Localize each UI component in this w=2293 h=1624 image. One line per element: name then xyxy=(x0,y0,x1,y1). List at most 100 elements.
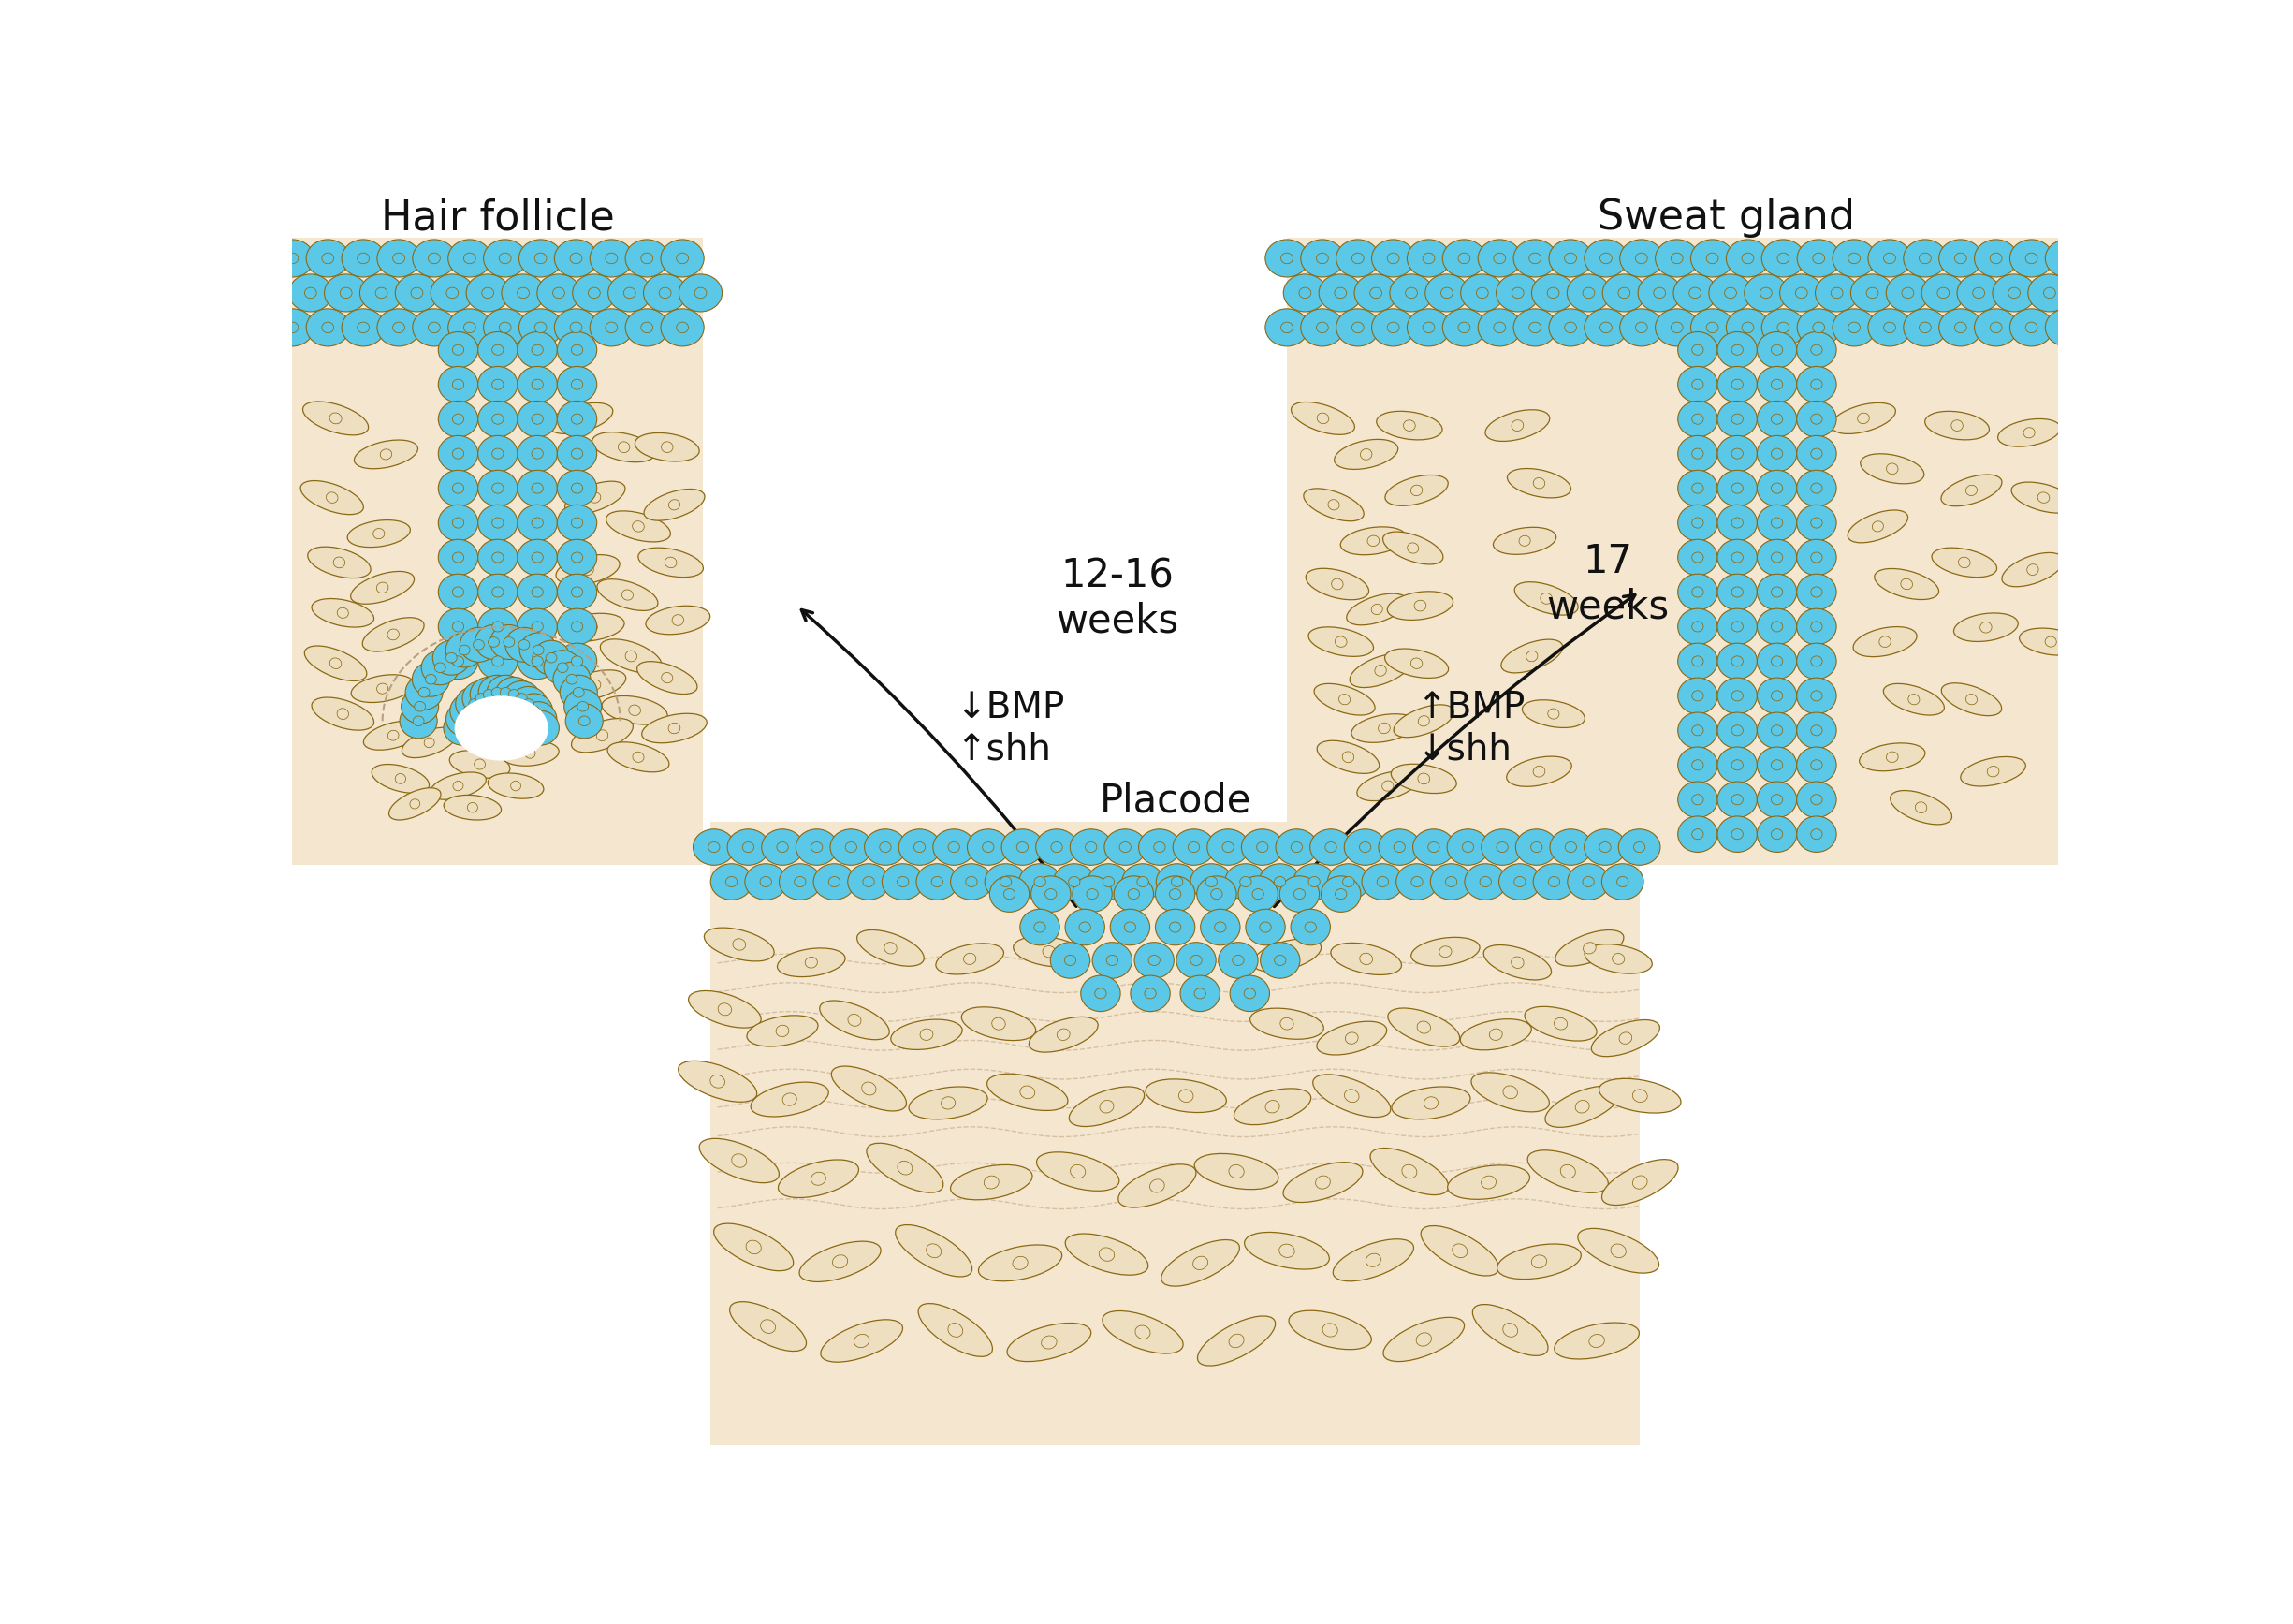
Ellipse shape xyxy=(518,435,557,471)
Ellipse shape xyxy=(1091,942,1133,978)
Ellipse shape xyxy=(2011,240,2052,278)
Ellipse shape xyxy=(1371,240,1415,278)
Ellipse shape xyxy=(1811,828,1823,840)
Ellipse shape xyxy=(1816,274,1860,312)
Ellipse shape xyxy=(1582,942,1596,953)
Ellipse shape xyxy=(1108,955,1119,966)
Ellipse shape xyxy=(452,414,463,424)
Ellipse shape xyxy=(1692,518,1704,528)
Ellipse shape xyxy=(1362,864,1403,900)
Ellipse shape xyxy=(332,557,344,568)
Ellipse shape xyxy=(1678,747,1717,783)
Ellipse shape xyxy=(571,586,582,598)
Ellipse shape xyxy=(1385,648,1449,679)
Ellipse shape xyxy=(1601,253,1612,263)
Ellipse shape xyxy=(1756,539,1798,575)
Ellipse shape xyxy=(605,512,670,542)
Ellipse shape xyxy=(452,448,463,460)
Ellipse shape xyxy=(1479,240,1520,278)
Ellipse shape xyxy=(532,448,543,460)
Ellipse shape xyxy=(468,698,479,708)
Ellipse shape xyxy=(546,653,557,663)
Ellipse shape xyxy=(1756,573,1798,611)
Ellipse shape xyxy=(394,773,406,784)
Ellipse shape xyxy=(1344,830,1385,866)
Ellipse shape xyxy=(1034,922,1046,932)
Ellipse shape xyxy=(438,401,477,437)
Ellipse shape xyxy=(1848,253,1860,263)
Ellipse shape xyxy=(1314,684,1376,715)
Ellipse shape xyxy=(1717,401,1756,437)
Ellipse shape xyxy=(621,590,633,601)
Ellipse shape xyxy=(1284,274,1328,312)
Ellipse shape xyxy=(376,287,388,299)
Ellipse shape xyxy=(1314,1075,1390,1117)
Ellipse shape xyxy=(1387,253,1399,263)
Ellipse shape xyxy=(1309,627,1374,656)
Ellipse shape xyxy=(1811,344,1823,356)
Ellipse shape xyxy=(885,942,897,953)
Ellipse shape xyxy=(1692,344,1704,356)
Ellipse shape xyxy=(502,741,559,767)
Ellipse shape xyxy=(1798,713,1837,749)
Ellipse shape xyxy=(1584,240,1628,278)
Ellipse shape xyxy=(800,1241,881,1281)
Ellipse shape xyxy=(406,676,443,710)
Ellipse shape xyxy=(477,471,518,507)
Ellipse shape xyxy=(725,877,738,887)
Ellipse shape xyxy=(1119,841,1130,853)
Ellipse shape xyxy=(1518,536,1529,546)
Ellipse shape xyxy=(436,663,445,672)
Ellipse shape xyxy=(624,287,635,299)
Ellipse shape xyxy=(564,671,626,700)
Ellipse shape xyxy=(1424,1096,1438,1109)
Ellipse shape xyxy=(1335,637,1346,646)
Ellipse shape xyxy=(1555,1322,1639,1359)
Ellipse shape xyxy=(1507,757,1571,786)
Ellipse shape xyxy=(867,1143,942,1192)
Ellipse shape xyxy=(1371,1148,1449,1195)
Ellipse shape xyxy=(1066,909,1105,945)
Ellipse shape xyxy=(401,689,438,724)
Ellipse shape xyxy=(1156,864,1197,900)
Ellipse shape xyxy=(482,287,493,299)
Ellipse shape xyxy=(1731,726,1743,736)
Ellipse shape xyxy=(1357,771,1419,801)
Ellipse shape xyxy=(1770,552,1782,562)
Ellipse shape xyxy=(1513,877,1525,887)
Ellipse shape xyxy=(1328,864,1369,900)
Ellipse shape xyxy=(1990,253,2002,263)
Ellipse shape xyxy=(1678,781,1717,817)
Ellipse shape xyxy=(679,274,722,312)
Ellipse shape xyxy=(571,344,582,356)
Ellipse shape xyxy=(388,628,399,640)
Ellipse shape xyxy=(376,684,388,693)
Ellipse shape xyxy=(1942,474,2002,507)
Ellipse shape xyxy=(452,380,463,390)
Ellipse shape xyxy=(1149,955,1160,966)
Ellipse shape xyxy=(1798,331,1837,369)
Ellipse shape xyxy=(445,633,484,667)
Ellipse shape xyxy=(2011,309,2052,346)
Ellipse shape xyxy=(993,1018,1004,1030)
Ellipse shape xyxy=(1584,830,1626,866)
Ellipse shape xyxy=(1727,240,1770,278)
Ellipse shape xyxy=(578,702,589,711)
Ellipse shape xyxy=(1229,1333,1243,1348)
Ellipse shape xyxy=(637,661,697,693)
Ellipse shape xyxy=(777,841,789,853)
Ellipse shape xyxy=(1756,817,1798,853)
Ellipse shape xyxy=(1958,274,1999,312)
Ellipse shape xyxy=(750,1082,828,1117)
Ellipse shape xyxy=(917,864,958,900)
Text: Sweat gland: Sweat gland xyxy=(1598,198,1855,239)
Ellipse shape xyxy=(1390,274,1433,312)
Ellipse shape xyxy=(1378,830,1419,866)
Ellipse shape xyxy=(1394,705,1454,737)
Ellipse shape xyxy=(1284,1163,1362,1202)
Ellipse shape xyxy=(1502,1324,1518,1337)
Ellipse shape xyxy=(582,564,594,575)
Ellipse shape xyxy=(1250,1009,1323,1039)
Text: 12-16
weeks: 12-16 weeks xyxy=(1057,555,1179,641)
Ellipse shape xyxy=(1052,864,1096,900)
